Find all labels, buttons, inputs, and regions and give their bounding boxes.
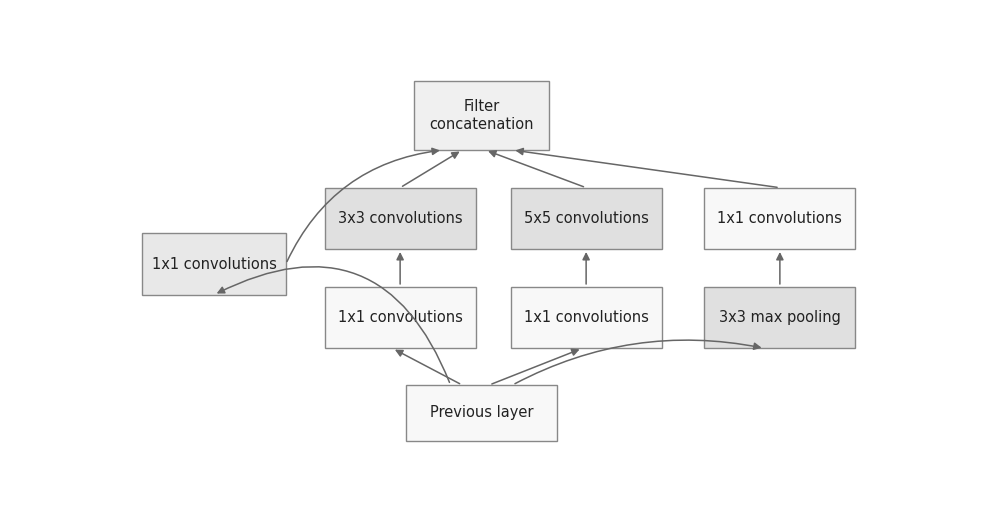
- Bar: [704, 187, 855, 249]
- Bar: [142, 233, 286, 295]
- Bar: [325, 287, 476, 348]
- Bar: [511, 287, 662, 348]
- Bar: [704, 287, 855, 348]
- Text: 1x1 convolutions: 1x1 convolutions: [717, 211, 842, 226]
- Text: 1x1 convolutions: 1x1 convolutions: [152, 256, 277, 271]
- Text: 1x1 convolutions: 1x1 convolutions: [524, 310, 649, 325]
- Bar: [406, 385, 557, 440]
- Text: 3x3 convolutions: 3x3 convolutions: [338, 211, 462, 226]
- Text: Previous layer: Previous layer: [430, 405, 533, 420]
- Bar: [414, 81, 549, 150]
- Text: 3x3 max pooling: 3x3 max pooling: [719, 310, 841, 325]
- Bar: [325, 187, 476, 249]
- Bar: [511, 187, 662, 249]
- Text: 1x1 convolutions: 1x1 convolutions: [338, 310, 463, 325]
- Text: 5x5 convolutions: 5x5 convolutions: [524, 211, 649, 226]
- Text: Filter
concatenation: Filter concatenation: [429, 99, 534, 131]
